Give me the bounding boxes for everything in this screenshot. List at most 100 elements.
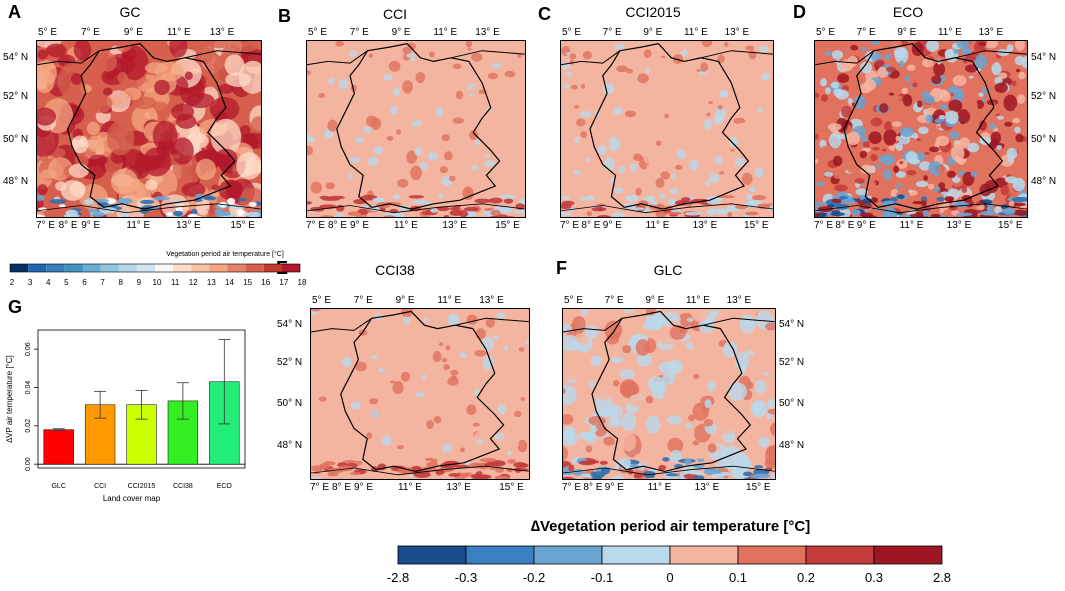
legend-top-label: 10 xyxy=(152,278,162,287)
glc-map-canvas xyxy=(562,308,776,480)
glc-top-tick: 9° E xyxy=(645,295,665,306)
bar-category-label: CCI xyxy=(94,483,106,490)
cci-top-tick: 11° E xyxy=(433,27,458,38)
cci2015-bottom-tick: 11° E xyxy=(645,220,670,231)
bar-errorbar xyxy=(94,390,107,419)
map-cci xyxy=(306,40,526,218)
legend-top-label: 12 xyxy=(188,278,198,287)
glc-top-tick: 5° E xyxy=(564,295,584,306)
cci-bottom-tick: 15° E xyxy=(495,220,520,231)
gc-lat-tick: 54° N xyxy=(3,51,29,63)
cci38-bottom-tick: 11° E xyxy=(398,482,422,493)
cci38-top-tick: 13° E xyxy=(479,295,504,306)
cci38-top-tick: 9° E xyxy=(395,295,415,306)
gc-top-tick: 5° E xyxy=(38,27,58,38)
glc-top-tick: 7° E xyxy=(604,295,624,306)
cci2015-bottom-tick: 7° E xyxy=(560,220,580,231)
bar-errorbar xyxy=(135,389,148,420)
eco-bottom-tick: 9° E xyxy=(856,220,876,231)
map-eco xyxy=(814,40,1028,218)
legend-top-swatch xyxy=(281,264,300,272)
gc-lat-tick: 50° N xyxy=(3,133,29,145)
glc-lat-tick: 48° N xyxy=(779,439,805,451)
legend-top-swatch xyxy=(173,264,192,272)
bar-ytick-label: 0.06 xyxy=(25,342,32,356)
map-cci2015 xyxy=(560,40,774,218)
cci38-bottom-tick: 9° E xyxy=(354,482,374,493)
legend-top-swatch xyxy=(82,264,101,272)
bar-ylabel: ∆VP air temperature [°C] xyxy=(5,355,14,443)
cci38-bottom-tick: 13° E xyxy=(446,482,471,493)
legend-top-swatch xyxy=(191,264,210,272)
cci2015-bottom-tick: 15° E xyxy=(744,220,769,231)
bar-glc xyxy=(43,429,74,465)
glc-bottom-tick: 13° E xyxy=(694,482,720,493)
legend-bottom-label: 0.2 xyxy=(796,570,816,585)
panel-letter-a: A xyxy=(8,2,21,22)
gc-bottom-tick: 11° E xyxy=(126,220,151,231)
cci38-lat-tick: 50° N xyxy=(277,398,303,410)
legend-top-label: 8 xyxy=(118,278,123,287)
legend-top-label: 15 xyxy=(243,278,253,287)
cci38-top-tick: 5° E xyxy=(312,295,332,306)
cci-bottom-tick: 11° E xyxy=(394,220,418,231)
map-glc xyxy=(562,308,776,480)
cci38-lat-tick: 54° N xyxy=(277,319,303,331)
legend-top-label: 16 xyxy=(261,278,271,287)
legend-top-swatch xyxy=(209,264,228,272)
map-title-gc: GC xyxy=(119,4,141,20)
legend-top-swatch xyxy=(245,264,264,272)
glc-top-tick: 13° E xyxy=(726,295,752,306)
gc-top-tick: 7° E xyxy=(80,27,100,38)
cci-top-tick: 13° E xyxy=(475,27,500,38)
legend-top-label: 2 xyxy=(9,278,15,287)
legend-top-label: 3 xyxy=(27,278,33,287)
panel-letter-c: C xyxy=(538,4,551,24)
cci2015-map-canvas xyxy=(560,40,774,218)
cci38-bottom-tick: 8° E xyxy=(332,482,352,493)
panel-letter-b: B xyxy=(278,6,291,26)
cci2015-top-tick: 13° E xyxy=(724,27,750,38)
cci-bottom-tick: 9° E xyxy=(350,220,370,231)
gc-lat-tick: 48° N xyxy=(3,176,29,188)
panel-letter-f: F xyxy=(556,258,567,278)
eco-map-canvas xyxy=(814,40,1028,218)
legend-top-swatch xyxy=(227,264,246,272)
bar-errorbar xyxy=(52,428,65,432)
eco-lat-tick: 50° N xyxy=(1031,133,1057,145)
glc-bottom-tick: 7° E xyxy=(562,482,582,493)
legend-bottom-label: 0.1 xyxy=(728,570,748,585)
cci2015-top-tick: 5° E xyxy=(562,27,582,38)
panel-letter-g: G xyxy=(8,297,23,317)
bar-ytick-label: 0.02 xyxy=(25,419,32,433)
legend-bottom-label: 2.8 xyxy=(932,570,952,585)
cci-top-tick: 5° E xyxy=(308,27,328,38)
eco-lat-tick: 48° N xyxy=(1031,176,1057,188)
gc-top-tick: 11° E xyxy=(166,27,191,38)
gc-bottom-tick: 13° E xyxy=(176,220,201,231)
legend-bottom-label: 0.3 xyxy=(864,570,884,585)
cci38-top-tick: 11° E xyxy=(437,295,462,306)
legend-bottom-label: 0 xyxy=(666,570,674,585)
cci38-lat-tick: 52° N xyxy=(277,357,303,369)
legend-top-label: 6 xyxy=(82,278,87,287)
cci38-bottom-tick: 7° E xyxy=(310,482,330,493)
bar-ytick-label: 0.04 xyxy=(25,381,32,395)
legend-top-label: 18 xyxy=(297,278,307,287)
gc-bottom-tick: 15° E xyxy=(230,220,255,231)
glc-bottom-tick: 15° E xyxy=(746,482,771,493)
glc-bottom-tick: 9° E xyxy=(604,482,624,493)
glc-bottom-tick: 8° E xyxy=(583,482,603,493)
legend-bottom-title: ∆Vegetation period air temperature [°C] xyxy=(530,518,811,535)
cci38-map-canvas xyxy=(310,308,530,480)
legend-top-label: 9 xyxy=(136,278,142,287)
bar-errorbar xyxy=(218,339,231,425)
cci2015-bottom-tick: 13° E xyxy=(692,220,718,231)
eco-top-tick: 7° E xyxy=(856,27,876,38)
legend-top-swatch xyxy=(46,264,65,272)
legend-bottom-label: -2.8 xyxy=(386,570,410,585)
legend-top-swatch xyxy=(118,264,137,272)
cci-bottom-tick: 7° E xyxy=(306,220,326,231)
gc-bottom-tick: 7° E xyxy=(36,220,56,231)
